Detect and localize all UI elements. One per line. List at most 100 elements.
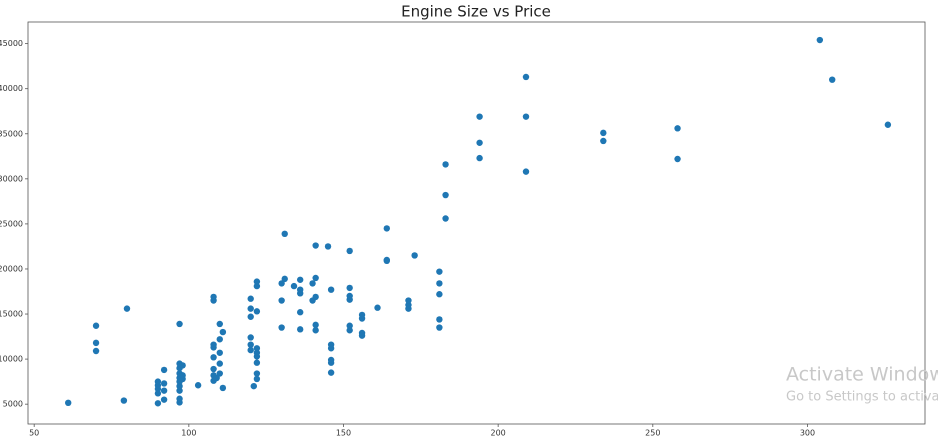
point bbox=[253, 370, 261, 377]
x-tick-label: 200 bbox=[491, 429, 506, 436]
point bbox=[476, 139, 483, 146]
point bbox=[92, 347, 100, 355]
point bbox=[281, 275, 288, 283]
point bbox=[436, 324, 443, 331]
point bbox=[312, 327, 319, 334]
point bbox=[296, 309, 304, 316]
point bbox=[374, 304, 381, 311]
point bbox=[522, 113, 530, 120]
x-tick-label: 50 bbox=[29, 429, 39, 436]
point bbox=[312, 293, 319, 301]
chart-title: Engine Size vs Price bbox=[401, 3, 551, 21]
point bbox=[247, 313, 254, 320]
point bbox=[436, 291, 443, 298]
point bbox=[219, 384, 227, 392]
point bbox=[92, 322, 100, 329]
point bbox=[278, 280, 285, 287]
point bbox=[600, 129, 607, 137]
point bbox=[253, 349, 261, 356]
point bbox=[253, 282, 261, 290]
y-tick-label: 40000 bbox=[0, 84, 23, 93]
point bbox=[442, 161, 449, 168]
point bbox=[312, 321, 319, 329]
point bbox=[278, 324, 285, 331]
point bbox=[290, 282, 298, 290]
point bbox=[346, 322, 353, 329]
point bbox=[219, 328, 227, 336]
point bbox=[816, 36, 824, 44]
point bbox=[327, 341, 335, 348]
point bbox=[213, 374, 220, 382]
point bbox=[884, 121, 892, 128]
x-tick-label: 250 bbox=[645, 429, 660, 436]
point bbox=[346, 247, 353, 255]
point bbox=[247, 341, 254, 348]
point bbox=[179, 372, 186, 379]
point bbox=[216, 336, 223, 343]
point bbox=[216, 370, 223, 377]
point bbox=[312, 242, 319, 249]
point bbox=[296, 326, 304, 333]
point bbox=[253, 345, 261, 352]
point bbox=[281, 230, 288, 238]
point bbox=[522, 168, 530, 175]
point bbox=[358, 311, 366, 319]
y-tick-label: 15000 bbox=[0, 310, 23, 319]
point bbox=[253, 359, 261, 366]
x-tick-label: 300 bbox=[800, 429, 815, 436]
point bbox=[346, 292, 353, 300]
point bbox=[154, 390, 162, 397]
point bbox=[829, 76, 836, 83]
point bbox=[179, 362, 186, 369]
y-tick-label: 45000 bbox=[0, 39, 23, 48]
point bbox=[436, 268, 443, 275]
point bbox=[476, 154, 483, 162]
point bbox=[674, 155, 681, 163]
point bbox=[194, 382, 202, 389]
point bbox=[176, 382, 183, 390]
point bbox=[120, 397, 128, 404]
point bbox=[123, 305, 131, 312]
point bbox=[278, 297, 285, 304]
point bbox=[247, 305, 254, 312]
point bbox=[210, 354, 217, 361]
x-tick-label: 100 bbox=[181, 429, 196, 436]
point bbox=[216, 360, 223, 367]
point bbox=[346, 327, 353, 334]
point bbox=[405, 301, 412, 309]
point bbox=[176, 395, 183, 402]
point bbox=[210, 365, 217, 373]
point bbox=[309, 280, 316, 287]
watermark-title: Activate Windows bbox=[786, 364, 938, 386]
point bbox=[405, 297, 412, 304]
point bbox=[442, 191, 449, 199]
point bbox=[600, 137, 607, 145]
point bbox=[216, 349, 223, 356]
point bbox=[327, 369, 335, 376]
point bbox=[522, 73, 530, 81]
point bbox=[324, 243, 332, 250]
point bbox=[358, 329, 366, 337]
point bbox=[327, 356, 335, 364]
point bbox=[160, 396, 168, 403]
point bbox=[383, 225, 390, 232]
point bbox=[674, 125, 681, 132]
point bbox=[253, 375, 261, 383]
watermark-subtitle: Go to Settings to activate Windows. bbox=[786, 390, 938, 405]
y-tick-label: 25000 bbox=[0, 219, 23, 228]
point bbox=[160, 387, 168, 394]
point bbox=[247, 295, 254, 302]
point bbox=[383, 256, 390, 264]
point bbox=[327, 286, 335, 293]
point bbox=[216, 320, 223, 328]
point bbox=[250, 382, 257, 390]
point bbox=[411, 252, 418, 259]
point bbox=[154, 400, 162, 407]
point bbox=[154, 378, 162, 385]
point bbox=[253, 308, 261, 315]
point bbox=[476, 113, 483, 120]
y-tick-label: 30000 bbox=[0, 174, 23, 183]
point bbox=[346, 284, 353, 292]
point bbox=[65, 399, 72, 407]
